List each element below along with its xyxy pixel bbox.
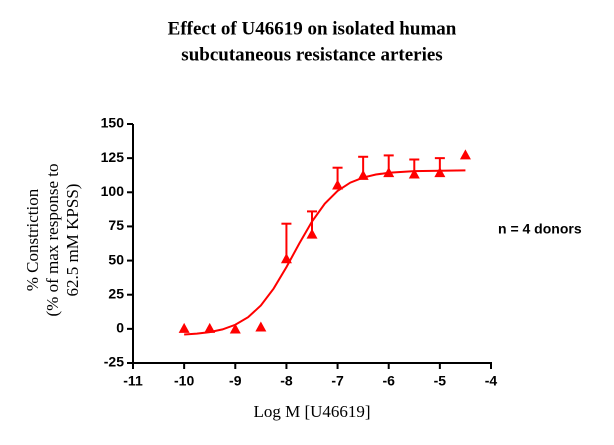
y-tick-label: 50 <box>108 251 124 267</box>
chart-title: Effect of U46619 on isolated human <box>168 18 457 39</box>
x-tick-label: -6 <box>382 373 395 389</box>
y-tick-label: 150 <box>101 115 125 131</box>
x-tick-label: -11 <box>123 373 143 389</box>
x-tick-label: -8 <box>280 373 293 389</box>
data-point <box>306 228 318 239</box>
x-tick-label: -10 <box>174 373 194 389</box>
data-point <box>204 322 216 333</box>
y-tick-label: 125 <box>101 149 125 165</box>
fit-curve <box>184 169 466 336</box>
y-tick-label: 75 <box>108 217 124 233</box>
y-axis-label: % Constriction (% of max response to 62.… <box>23 164 82 317</box>
data-point <box>459 149 471 160</box>
y-tick-label: 100 <box>101 183 125 199</box>
data-point <box>280 253 292 264</box>
y-tick-label: 25 <box>108 285 124 301</box>
data-point <box>255 321 267 332</box>
annotation: n = 4 donors <box>498 221 582 237</box>
x-tick-label: -9 <box>229 373 242 389</box>
y-axis-label-line: (% of max response to <box>43 164 62 317</box>
y-axis-label-line: % Constriction <box>23 188 42 291</box>
x-tick-label: -5 <box>434 373 447 389</box>
y-tick-label: 0 <box>116 320 124 336</box>
x-tick-label: -7 <box>331 373 344 389</box>
data-point <box>178 322 190 333</box>
data-point <box>383 167 395 178</box>
data-point <box>408 168 420 179</box>
data-point <box>332 179 344 190</box>
y-axis-label-line: 62.5 mM KPSS) <box>63 184 82 297</box>
chart-title: subcutaneous resistance arteries <box>181 44 442 65</box>
data-point <box>357 169 369 180</box>
data-point <box>434 167 446 178</box>
data-point <box>229 323 241 334</box>
x-tick-label: -4 <box>485 373 498 389</box>
x-axis-label: Log M [U46619] <box>253 402 370 421</box>
y-tick-label: -25 <box>104 354 124 370</box>
